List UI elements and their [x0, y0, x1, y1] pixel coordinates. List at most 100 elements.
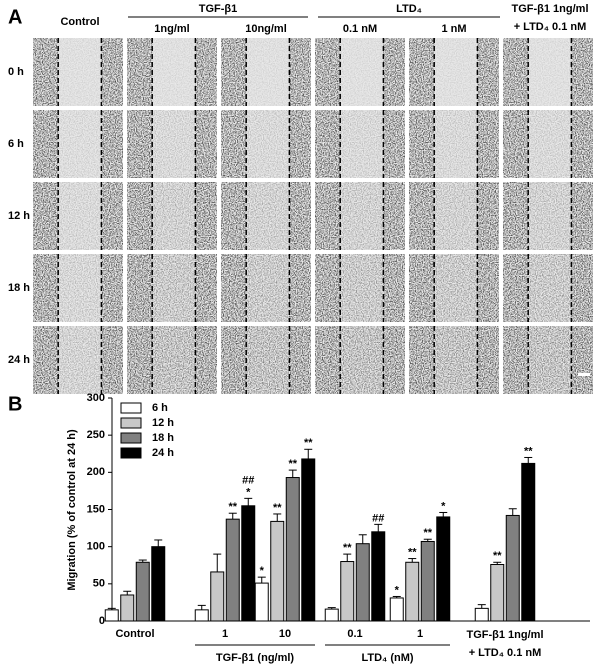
y-tick-label: 100 — [87, 541, 105, 553]
x-tick-label: 10 — [279, 628, 291, 640]
wound-area — [246, 254, 290, 322]
y-tick-label: 250 — [87, 429, 105, 441]
group-label: LTD₄ (nM) — [361, 652, 413, 664]
wound-area — [246, 110, 290, 178]
row-label: 18 h — [8, 282, 30, 294]
row-label: 24 h — [8, 354, 30, 366]
legend-swatch — [120, 402, 142, 414]
legend-label: 18 h — [152, 432, 174, 444]
significance-mark: ** — [493, 550, 502, 562]
y-tick-label: 150 — [87, 503, 105, 515]
micrograph-texture — [221, 326, 311, 394]
bar — [405, 561, 420, 622]
legend-swatch — [120, 417, 142, 429]
micrograph-texture — [503, 254, 593, 322]
wound-area — [152, 254, 196, 322]
group-label: TGF-β1 (ng/ml) — [216, 652, 295, 664]
bar — [104, 609, 119, 622]
wound-area — [528, 110, 572, 178]
wound-area — [434, 182, 478, 250]
significance-mark: ** — [304, 437, 313, 449]
significance-mark: ** — [408, 546, 417, 558]
bar — [151, 546, 166, 622]
panel-label: B — [8, 393, 22, 415]
column-header: Control — [60, 16, 99, 28]
micrograph-texture — [315, 254, 405, 322]
significance-mark: ** — [343, 542, 352, 554]
wound-area — [340, 254, 384, 322]
bar — [254, 582, 269, 622]
bar — [436, 516, 451, 622]
column-header: 10ng/ml — [245, 23, 287, 35]
bar — [225, 518, 240, 622]
wound-area — [58, 110, 102, 178]
significance-mark: * — [395, 584, 400, 596]
bar — [210, 571, 225, 622]
panel-label: A — [8, 6, 22, 28]
wound-area — [528, 254, 572, 322]
bar — [194, 609, 209, 622]
y-tick-label: 200 — [87, 466, 105, 478]
significance-mark: ** — [273, 502, 282, 514]
bar — [301, 458, 316, 622]
bar — [490, 564, 505, 622]
bar — [371, 531, 386, 622]
wound-area — [528, 182, 572, 250]
legend-swatch — [120, 447, 142, 459]
bar — [474, 607, 489, 622]
x-tick-label: Control — [115, 628, 154, 640]
scale-bar — [578, 373, 590, 376]
significance-mark: * — [260, 565, 265, 577]
wound-area — [340, 182, 384, 250]
micrograph-texture — [127, 254, 217, 322]
column-header: 1ng/ml — [154, 23, 189, 35]
significance-mark: ** — [524, 445, 533, 457]
bar — [285, 477, 300, 622]
bar — [241, 505, 256, 622]
significance-mark: ** — [228, 501, 237, 513]
legend-label: 12 h — [152, 417, 174, 429]
y-tick-label: 50 — [93, 578, 105, 590]
wound-area — [528, 326, 572, 394]
y-tick-label: 300 — [87, 392, 105, 404]
wound-area — [246, 182, 290, 250]
row-label: 0 h — [8, 66, 24, 78]
wound-area — [434, 254, 478, 322]
significance-mark: ## — [372, 512, 384, 524]
x-tick-label: 1 — [417, 628, 423, 640]
legend-label: 6 h — [152, 402, 168, 414]
wound-area — [58, 182, 102, 250]
bar — [120, 594, 135, 622]
micrograph-texture — [315, 326, 405, 394]
wound-area — [434, 38, 478, 106]
wound-area — [152, 110, 196, 178]
y-tick-label: 0 — [99, 615, 105, 627]
bar — [355, 543, 370, 622]
micrograph-texture — [409, 254, 499, 322]
row-label: 6 h — [8, 138, 24, 150]
significance-mark: * — [441, 500, 446, 512]
column-header: 1 nM — [441, 23, 466, 35]
wound-area — [152, 38, 196, 106]
column-header: TGF-β1 1ng/ml — [512, 3, 589, 15]
wound-area — [340, 326, 384, 394]
group-header: LTD₄ — [396, 3, 422, 15]
significance-mark: ## — [242, 474, 254, 486]
wound-area — [58, 38, 102, 106]
y-axis-label: Migration (% of control at 24 h) — [66, 429, 78, 591]
significance-mark: * — [246, 486, 251, 498]
bar — [324, 608, 339, 622]
micrograph-texture — [503, 326, 593, 394]
significance-mark: ** — [288, 458, 297, 470]
bar — [389, 597, 404, 622]
wound-area — [528, 38, 572, 106]
legend-swatch — [120, 432, 142, 444]
wound-area — [152, 326, 196, 394]
x-tick-label: TGF-β1 1ng/ml + LTD₄ 0.1 nM — [466, 629, 544, 659]
wound-area — [246, 38, 290, 106]
micrograph-texture — [221, 254, 311, 322]
significance-mark: ** — [423, 527, 432, 539]
x-tick-label-text: TGF-β1 1ng/ml + LTD₄ 0.1 nM — [466, 629, 544, 659]
